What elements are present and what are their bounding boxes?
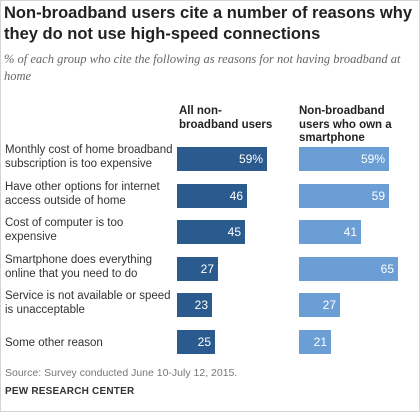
bar-value-label: 41 (344, 220, 357, 244)
bar-smartphone-owners: 41 (299, 220, 361, 244)
bar-value-label: 25 (198, 330, 211, 354)
bar-all-users: 27 (177, 257, 218, 281)
bar-value-label: 59% (361, 147, 385, 171)
chart-subtitle: % of each group who cite the following a… (4, 51, 414, 85)
bar-value-label: 59% (239, 147, 263, 171)
bar-smartphone-owners: 65 (299, 257, 398, 281)
bar-value-label: 23 (195, 293, 208, 317)
bar-all-users: 25 (177, 330, 215, 354)
bar-value-label: 27 (323, 293, 336, 317)
row-label: Cost of computer is too expensive (5, 216, 173, 244)
bar-smartphone-owners: 27 (299, 293, 340, 317)
source-note: Source: Survey conducted June 10-July 12… (5, 367, 237, 379)
bar-all-users: 45 (177, 220, 245, 244)
row-label: Monthly cost of home broadband subscript… (5, 143, 173, 171)
bar-all-users: 23 (177, 293, 212, 317)
bar-all-users: 46 (177, 184, 247, 208)
bar-smartphone-owners: 59% (299, 147, 389, 171)
series-header-smartphone: Non-broadband users who own a smartphone (299, 105, 409, 146)
chart-title: Non-broadband users cite a number of rea… (4, 3, 414, 45)
row-label: Have other options for internet access o… (5, 180, 173, 208)
bar-value-label: 27 (201, 257, 214, 281)
row-label: Smartphone does everything online that y… (5, 253, 173, 281)
bar-value-label: 45 (228, 220, 241, 244)
bar-smartphone-owners: 21 (299, 330, 331, 354)
series-header-all: All non-broadband users (179, 105, 279, 132)
row-label: Service is not available or speed is una… (5, 289, 173, 317)
row-label: Some other reason (5, 336, 173, 350)
bar-value-label: 65 (381, 257, 394, 281)
bar-all-users: 59% (177, 147, 267, 171)
credit-label: PEW RESEARCH CENTER (5, 386, 134, 397)
bar-smartphone-owners: 59 (299, 184, 389, 208)
bar-value-label: 59 (372, 184, 385, 208)
bar-value-label: 21 (314, 330, 327, 354)
bar-value-label: 46 (230, 184, 243, 208)
